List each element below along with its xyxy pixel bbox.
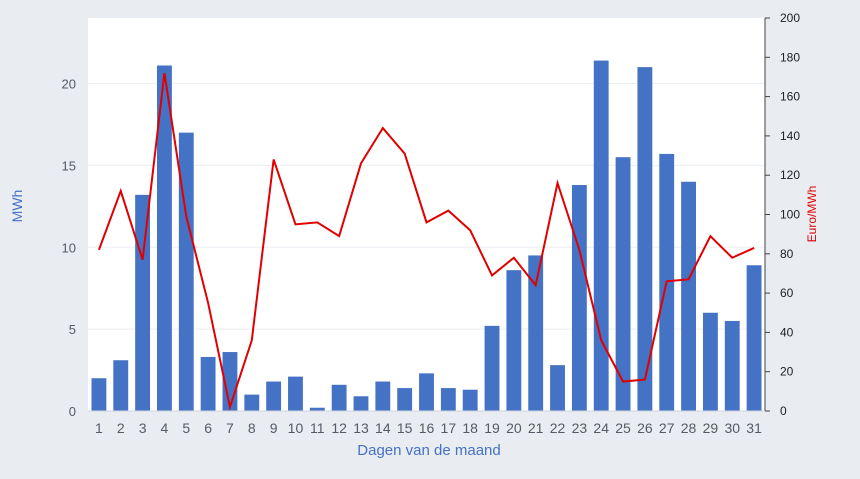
x-tick-label: 7 [226, 420, 234, 436]
x-tick-label: 30 [724, 420, 740, 436]
bar [593, 60, 609, 411]
bar [571, 185, 587, 411]
y2-tick-label: 140 [780, 129, 800, 143]
x-tick-label: 1 [95, 420, 103, 436]
y2-tick-label: 0 [780, 404, 787, 418]
y-tick-label: 20 [62, 77, 76, 92]
y2-tick-label: 40 [780, 325, 794, 339]
x-tick-label: 27 [659, 420, 675, 436]
x-tick-label: 28 [681, 420, 697, 436]
bar [266, 381, 282, 411]
x-tick-label: 14 [375, 420, 391, 436]
y-tick-label: 15 [62, 158, 76, 173]
y2-tick-label: 80 [780, 247, 794, 261]
bar [484, 325, 500, 411]
x-tick-label: 15 [397, 420, 413, 436]
x-tick-label: 23 [572, 420, 588, 436]
x-tick-label: 20 [506, 420, 522, 436]
bar [615, 157, 631, 411]
bar [702, 312, 718, 411]
x-tick-label: 31 [746, 420, 762, 436]
x-tick-label: 3 [139, 420, 147, 436]
bar [178, 132, 194, 411]
y-tick-label: 5 [69, 322, 76, 337]
x-tick-label: 8 [248, 420, 256, 436]
x-tick-label: 6 [204, 420, 212, 436]
y2-tick-label: 20 [780, 365, 794, 379]
y2-tick-label: 100 [780, 208, 800, 222]
line-series [97, 72, 755, 411]
x-tick-label: 9 [270, 420, 278, 436]
x-tick-label: 24 [593, 420, 609, 436]
bar [440, 388, 456, 411]
x-tick-label: 22 [550, 420, 566, 436]
y2-tick-label: 120 [780, 168, 800, 182]
x-tick-label: 2 [117, 420, 125, 436]
y2-tick-label: 180 [780, 50, 800, 64]
x-tick-label: 5 [182, 420, 190, 436]
bar-series [91, 60, 762, 412]
x-tick-label: 18 [462, 420, 478, 436]
bar [528, 255, 544, 411]
bar [681, 181, 696, 411]
y-axis-labels: 0 5 10 15 20 [62, 77, 76, 420]
x-tick-label: 4 [161, 420, 169, 436]
bar [724, 320, 740, 411]
y2-tick-label: 160 [780, 90, 800, 104]
x-axis-title: Dagen van de maand [357, 442, 500, 459]
bar [746, 265, 762, 411]
bar [550, 365, 565, 411]
x-tick-label: 19 [484, 420, 500, 436]
bar [135, 194, 151, 411]
bar [462, 389, 478, 411]
y-tick-label: 10 [62, 240, 76, 255]
x-tick-label: 29 [703, 420, 719, 436]
bar [244, 394, 260, 411]
x-tick-label: 17 [441, 420, 457, 436]
bar [309, 407, 325, 411]
x-axis-labels: 1 2 3 4 5 6 7 8 9 10 11 12 13 14 15 16 17 18 19 20 21 22 23 24 2… [95, 420, 762, 436]
x-tick-label: 16 [419, 420, 435, 436]
bar [113, 360, 129, 411]
x-tick-label: 25 [615, 420, 631, 436]
bar [200, 356, 216, 411]
y2-axis-labels: 0 20 40 60 80 100 120 140 160 180 200 [780, 11, 800, 418]
bar [331, 384, 347, 411]
bar [353, 396, 369, 411]
bar [419, 373, 434, 411]
bar [637, 67, 653, 411]
y-tick-label: 0 [69, 404, 76, 419]
y-axis-title: MWh [9, 190, 25, 223]
bar [506, 270, 522, 411]
y2-tick-label: 200 [780, 11, 800, 25]
bar [375, 381, 391, 411]
right-axis-tick-marks [765, 17, 770, 412]
bar [397, 388, 413, 411]
x-tick-label: 13 [353, 420, 369, 436]
bar [157, 65, 172, 412]
y2-axis-title: Euro/MWh [805, 186, 819, 243]
x-tick-label: 12 [331, 420, 347, 436]
x-tick-label: 26 [637, 420, 653, 436]
y2-tick-label: 60 [780, 286, 794, 300]
x-tick-label: 11 [310, 420, 325, 436]
bar [91, 378, 107, 411]
x-tick-label: 10 [288, 420, 304, 436]
x-tick-label: 21 [528, 420, 544, 436]
bar [288, 376, 303, 411]
